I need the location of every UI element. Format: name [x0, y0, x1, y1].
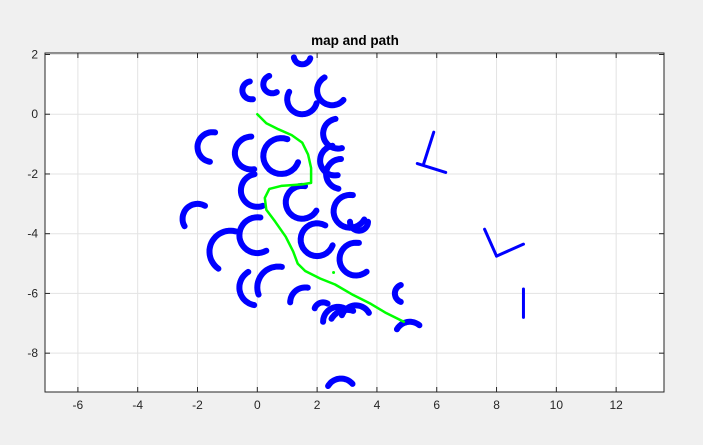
x-tick-label: 2: [314, 398, 321, 412]
map-arc: [323, 156, 344, 192]
y-tick-label: -2: [27, 167, 38, 181]
map-arc: [282, 182, 320, 222]
map-arc: [260, 135, 302, 177]
x-tick-label: 0: [254, 398, 261, 412]
map-arc: [260, 72, 280, 97]
y-tick-label: -4: [27, 227, 38, 241]
map-arc: [236, 214, 270, 257]
map-arc: [311, 299, 331, 312]
map-line: [415, 162, 448, 174]
plot-layer: [179, 54, 525, 389]
map-arc: [239, 78, 256, 103]
map-arc: [236, 268, 258, 309]
map-arc: [231, 133, 258, 173]
map-arc: [254, 263, 285, 298]
map-line: [483, 227, 499, 258]
map-arc: [297, 220, 336, 260]
x-tick-label: -2: [192, 398, 203, 412]
axes-background: [45, 53, 664, 392]
x-tick-label: 6: [433, 398, 440, 412]
map-arc: [194, 129, 219, 165]
axes-box: [44, 52, 665, 393]
x-tick-label: -6: [73, 398, 84, 412]
x-tick-label: -4: [132, 398, 143, 412]
map-arc: [206, 227, 239, 272]
map-arc: [179, 200, 208, 230]
map-arc: [325, 375, 356, 389]
grid-layer: [45, 53, 664, 392]
y-tick-label: 2: [31, 47, 38, 61]
map-series: [179, 54, 525, 389]
y-tick-label: -6: [27, 286, 38, 300]
map-arc: [237, 171, 266, 210]
map-arc: [391, 282, 404, 305]
map-arc: [287, 284, 311, 306]
x-tick-label: 4: [374, 398, 381, 412]
map-arc: [328, 306, 357, 322]
tick-layer: -6 -4 -2 0 2 4 6 8 10 12 2 0 -2 -4 -6 -8: [27, 47, 664, 412]
map-line: [495, 242, 525, 258]
path-point: [332, 271, 336, 275]
path-line: [256, 112, 406, 324]
x-tick-label: 12: [609, 398, 623, 412]
chart-title: map and path: [311, 33, 399, 48]
x-tick-label: 8: [493, 398, 500, 412]
map-arc: [290, 54, 314, 68]
path-series: [256, 112, 406, 324]
map-arc: [314, 74, 347, 109]
y-tick-label: 0: [31, 107, 38, 121]
map-arc: [393, 318, 423, 333]
y-tick-label: -8: [27, 346, 38, 360]
map-arc: [317, 142, 341, 179]
map-arc: [347, 218, 371, 234]
map-arc: [336, 239, 370, 279]
map-arc: [320, 303, 349, 325]
map-line: [421, 130, 436, 167]
x-tick-label: 10: [550, 398, 564, 412]
map-arc: [284, 88, 320, 118]
